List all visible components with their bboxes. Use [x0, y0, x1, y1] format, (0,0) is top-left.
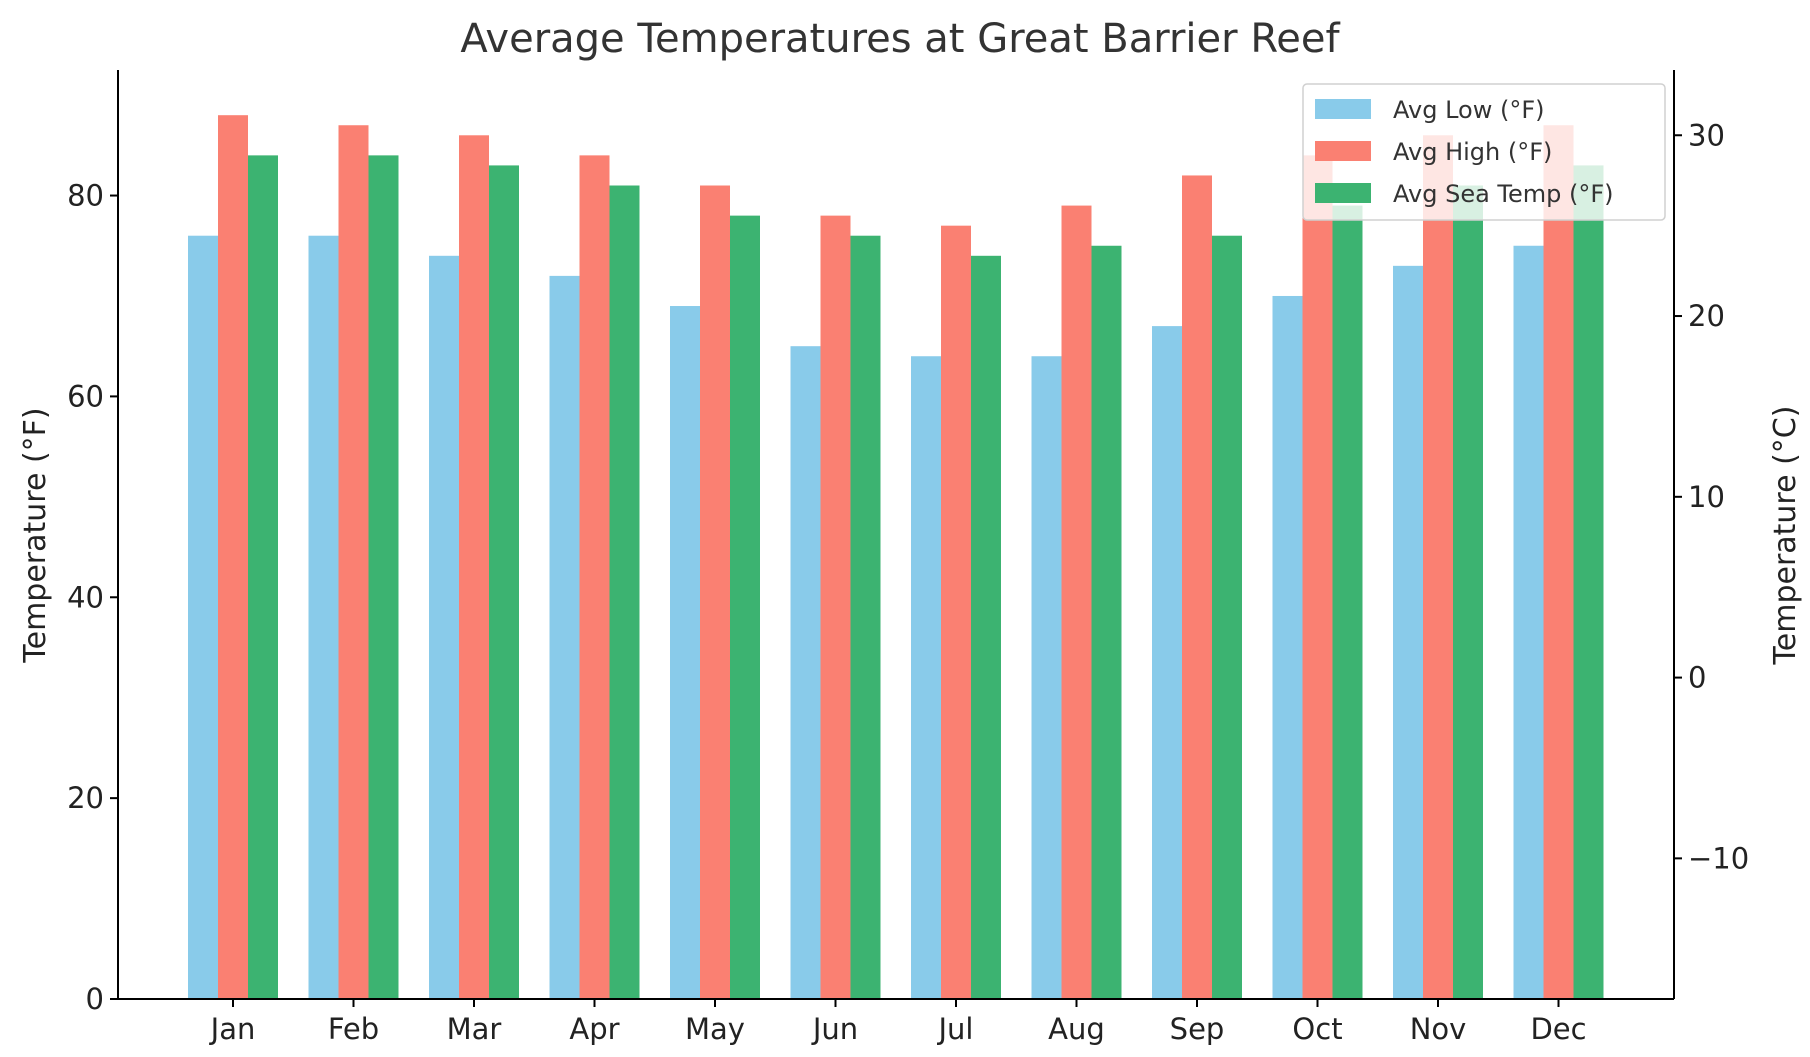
x-tick-label-nov: Nov	[1410, 1012, 1467, 1046]
bar-1-feb	[308, 235, 339, 1000]
bar-2-sep	[1182, 175, 1212, 1000]
x-tick-label-dec: Dec	[1530, 1012, 1586, 1046]
legend-swatch-3	[1315, 183, 1371, 203]
bars-layer	[188, 115, 1604, 1000]
x-tick-label-jan: Jan	[209, 1012, 256, 1046]
bar-3-oct	[1332, 205, 1363, 999]
y-axis-label-left: Temperature (°F)	[18, 407, 53, 663]
bar-3-jul	[971, 255, 1001, 1000]
bar-2-nov	[1423, 135, 1453, 1000]
bar-3-jun	[850, 235, 881, 1000]
y-tick-label-left: 20	[67, 781, 104, 815]
y-tick-label-right: 30	[1688, 118, 1725, 152]
y-tick-label-left: 0	[86, 982, 104, 1016]
x-tick-label-feb: Feb	[328, 1012, 379, 1046]
x-tick-label-mar: Mar	[447, 1012, 502, 1046]
y-tick-label-right: 20	[1688, 299, 1725, 333]
legend-label-3: Avg Sea Temp (°F)	[1393, 180, 1614, 208]
bar-1-nov	[1393, 265, 1423, 999]
bar-3-feb	[368, 155, 399, 1000]
x-tick-label-may: May	[685, 1012, 745, 1046]
x-tick-label-jul: Jul	[937, 1012, 974, 1046]
legend-swatch-1	[1315, 99, 1371, 119]
bar-3-apr	[609, 185, 640, 999]
y-tick-label-right: 0	[1688, 661, 1706, 695]
axes-layer: 0 20 40 60 80 −10 0 10 20 30 Jan Feb Mar Apr May Jun Jul…	[67, 70, 1749, 1046]
bar-3-aug	[1091, 245, 1122, 999]
bar-2-jul	[941, 225, 971, 999]
bar-3-may	[730, 215, 760, 1000]
bar-1-mar	[429, 255, 459, 1000]
bar-3-jan	[248, 155, 278, 1000]
y-tick-label-right: 10	[1688, 480, 1725, 514]
bar-3-sep	[1212, 235, 1242, 1000]
y-axis-label-right: Temperature (°C)	[1768, 406, 1803, 666]
x-tick-label-oct: Oct	[1292, 1012, 1342, 1046]
bar-1-apr	[549, 275, 580, 999]
x-tick-label-aug: Aug	[1048, 1012, 1105, 1046]
bar-1-oct	[1272, 295, 1303, 999]
bar-1-jun	[790, 346, 821, 999]
x-tick-label-jun: Jun	[811, 1012, 858, 1046]
legend-label-1: Avg Low (°F)	[1393, 96, 1545, 124]
chart-title: Average Temperatures at Great Barrier Re…	[460, 16, 1340, 62]
bar-1-aug	[1031, 356, 1062, 999]
bar-2-jan	[218, 115, 248, 1000]
legend-swatch-2	[1315, 141, 1371, 161]
x-tick-label-apr: Apr	[569, 1012, 619, 1046]
bar-3-mar	[489, 165, 519, 999]
bar-2-jun	[820, 215, 851, 1000]
bar-3-nov	[1453, 185, 1483, 999]
y-tick-label-left: 80	[67, 179, 104, 213]
legend-box	[1302, 83, 1666, 221]
bar-2-apr	[579, 155, 610, 1000]
y-tick-label-right: −10	[1688, 841, 1749, 875]
bar-1-sep	[1152, 326, 1182, 1000]
y-tick-label-left: 60	[67, 379, 104, 413]
bar-2-oct	[1302, 155, 1333, 1000]
bar-2-may	[700, 185, 730, 999]
bar-3-dec	[1573, 165, 1604, 999]
bar-2-aug	[1061, 205, 1092, 999]
bar-2-mar	[459, 135, 489, 1000]
bar-1-may	[670, 306, 700, 999]
x-tick-label-sep: Sep	[1170, 1012, 1225, 1046]
bar-2-feb	[338, 125, 369, 999]
bar-1-jul	[911, 356, 941, 999]
legend-label-2: Avg High (°F)	[1393, 138, 1552, 166]
bar-1-jan	[188, 235, 218, 1000]
bar-2-dec	[1543, 125, 1574, 999]
legend: Avg Low (°F) Avg High (°F) Avg Sea Temp (°…	[1302, 83, 1666, 221]
bar-1-dec	[1513, 245, 1544, 999]
y-tick-label-left: 40	[67, 580, 104, 614]
